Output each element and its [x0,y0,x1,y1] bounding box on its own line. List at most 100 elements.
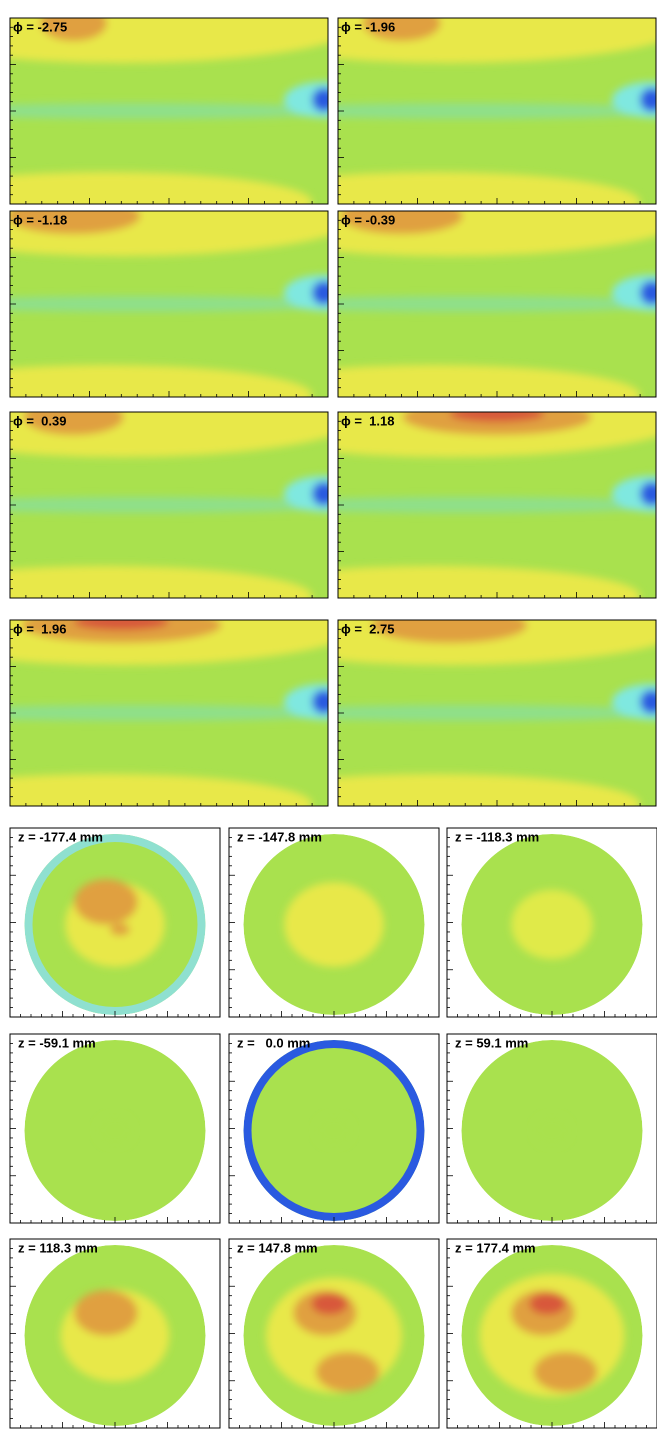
hottest [311,1292,348,1315]
phi-panel: ϕ = 1.18 [337,411,657,599]
fields [284,882,384,967]
hot [533,1351,598,1392]
cold [312,689,328,714]
heatmap [10,412,328,598]
band [338,705,656,721]
band [10,103,328,119]
z-panel: z = 177.4 mm [446,1238,657,1429]
band [338,172,641,204]
panel-label: z = -59.1 mm [18,1035,96,1050]
hot [402,412,592,435]
fields [479,1273,625,1398]
fields [533,1115,571,1146]
panel-label: ϕ = 0.39 [13,413,66,428]
z-panel: z = 147.8 mm [228,1238,440,1429]
heatmap [338,18,656,204]
core [284,882,384,967]
heatmap [10,211,328,397]
heatmap [338,620,656,806]
phi-panel: ϕ = -1.18 [9,210,329,398]
hot [10,211,141,234]
heatmap [338,211,656,397]
heatmap [461,834,643,1015]
hot [74,1290,138,1336]
z-panel: z = 59.1 mm [446,1033,657,1224]
band [338,497,656,513]
fields [338,18,656,204]
core [96,1115,134,1146]
band [338,365,641,397]
cold [640,87,656,112]
hot [21,620,222,643]
phi-panel: ϕ = 1.96 [9,619,329,807]
hot [362,18,441,41]
fields [511,889,593,960]
panel-label: ϕ = -1.96 [341,19,395,34]
fields [10,18,328,204]
heatmap [243,1040,425,1221]
phi-panel: ϕ = 0.39 [9,411,329,599]
heatmap [10,620,328,806]
hot [449,412,545,422]
fields [338,412,656,598]
z-panel: z = -147.8 mm [228,827,440,1018]
panel-label: ϕ = -0.39 [341,212,395,227]
heatmap [243,834,425,1015]
hot [74,879,138,925]
heatmap [10,18,328,204]
band [10,774,313,806]
band [10,705,328,721]
hot [73,620,169,630]
heatmap [461,1245,643,1426]
panel-label: ϕ = 1.18 [341,413,394,428]
band [10,296,328,312]
hot [40,18,107,41]
fields [10,620,328,806]
panel-label: z = 59.1 mm [455,1035,528,1050]
panel-label: ϕ = -1.18 [13,212,67,227]
panel-label: z = 147.8 mm [237,1240,318,1255]
hottest [529,1292,566,1315]
phi-panel: ϕ = -0.39 [337,210,657,398]
z-panel: z = -59.1 mm [9,1033,221,1224]
cold [640,689,656,714]
panel-label: z = -118.3 mm [455,829,539,844]
cold [640,481,656,506]
panel-label: z = -177.4 mm [18,829,103,844]
fields [96,1115,134,1146]
core [533,1115,571,1146]
cold [312,481,328,506]
heatmap [24,1040,206,1221]
z-panel: z = -177.4 mm [9,827,221,1018]
panel-label: ϕ = 2.75 [341,621,394,636]
hot [315,1351,380,1392]
band [338,296,656,312]
cold [312,87,328,112]
fields [65,879,165,967]
band [338,566,641,598]
z-panel: z = -118.3 mm [446,827,657,1018]
panel-label: z = 177.4 mm [455,1240,536,1255]
cold [640,280,656,305]
hot [23,412,124,435]
heatmap [243,1245,425,1426]
band [10,365,313,397]
panel-label: ϕ = 1.96 [13,621,66,636]
phi-panel: ϕ = -2.75 [9,17,329,205]
band [10,566,313,598]
cold [312,280,328,305]
fields [10,211,328,397]
heatmap [24,834,206,1015]
panel-label: z = 118.3 mm [18,1240,98,1255]
phi-panel: ϕ = -1.96 [337,17,657,205]
core [511,889,593,960]
z-panel: z = 0.0 mm [228,1033,440,1224]
core [315,1115,353,1146]
fields [338,211,656,397]
heatmap [461,1040,643,1221]
panel-label: z = -147.8 mm [237,829,322,844]
z-panel: z = 118.3 mm [9,1238,221,1429]
band [338,103,656,119]
phi-panel: ϕ = 2.75 [337,619,657,807]
